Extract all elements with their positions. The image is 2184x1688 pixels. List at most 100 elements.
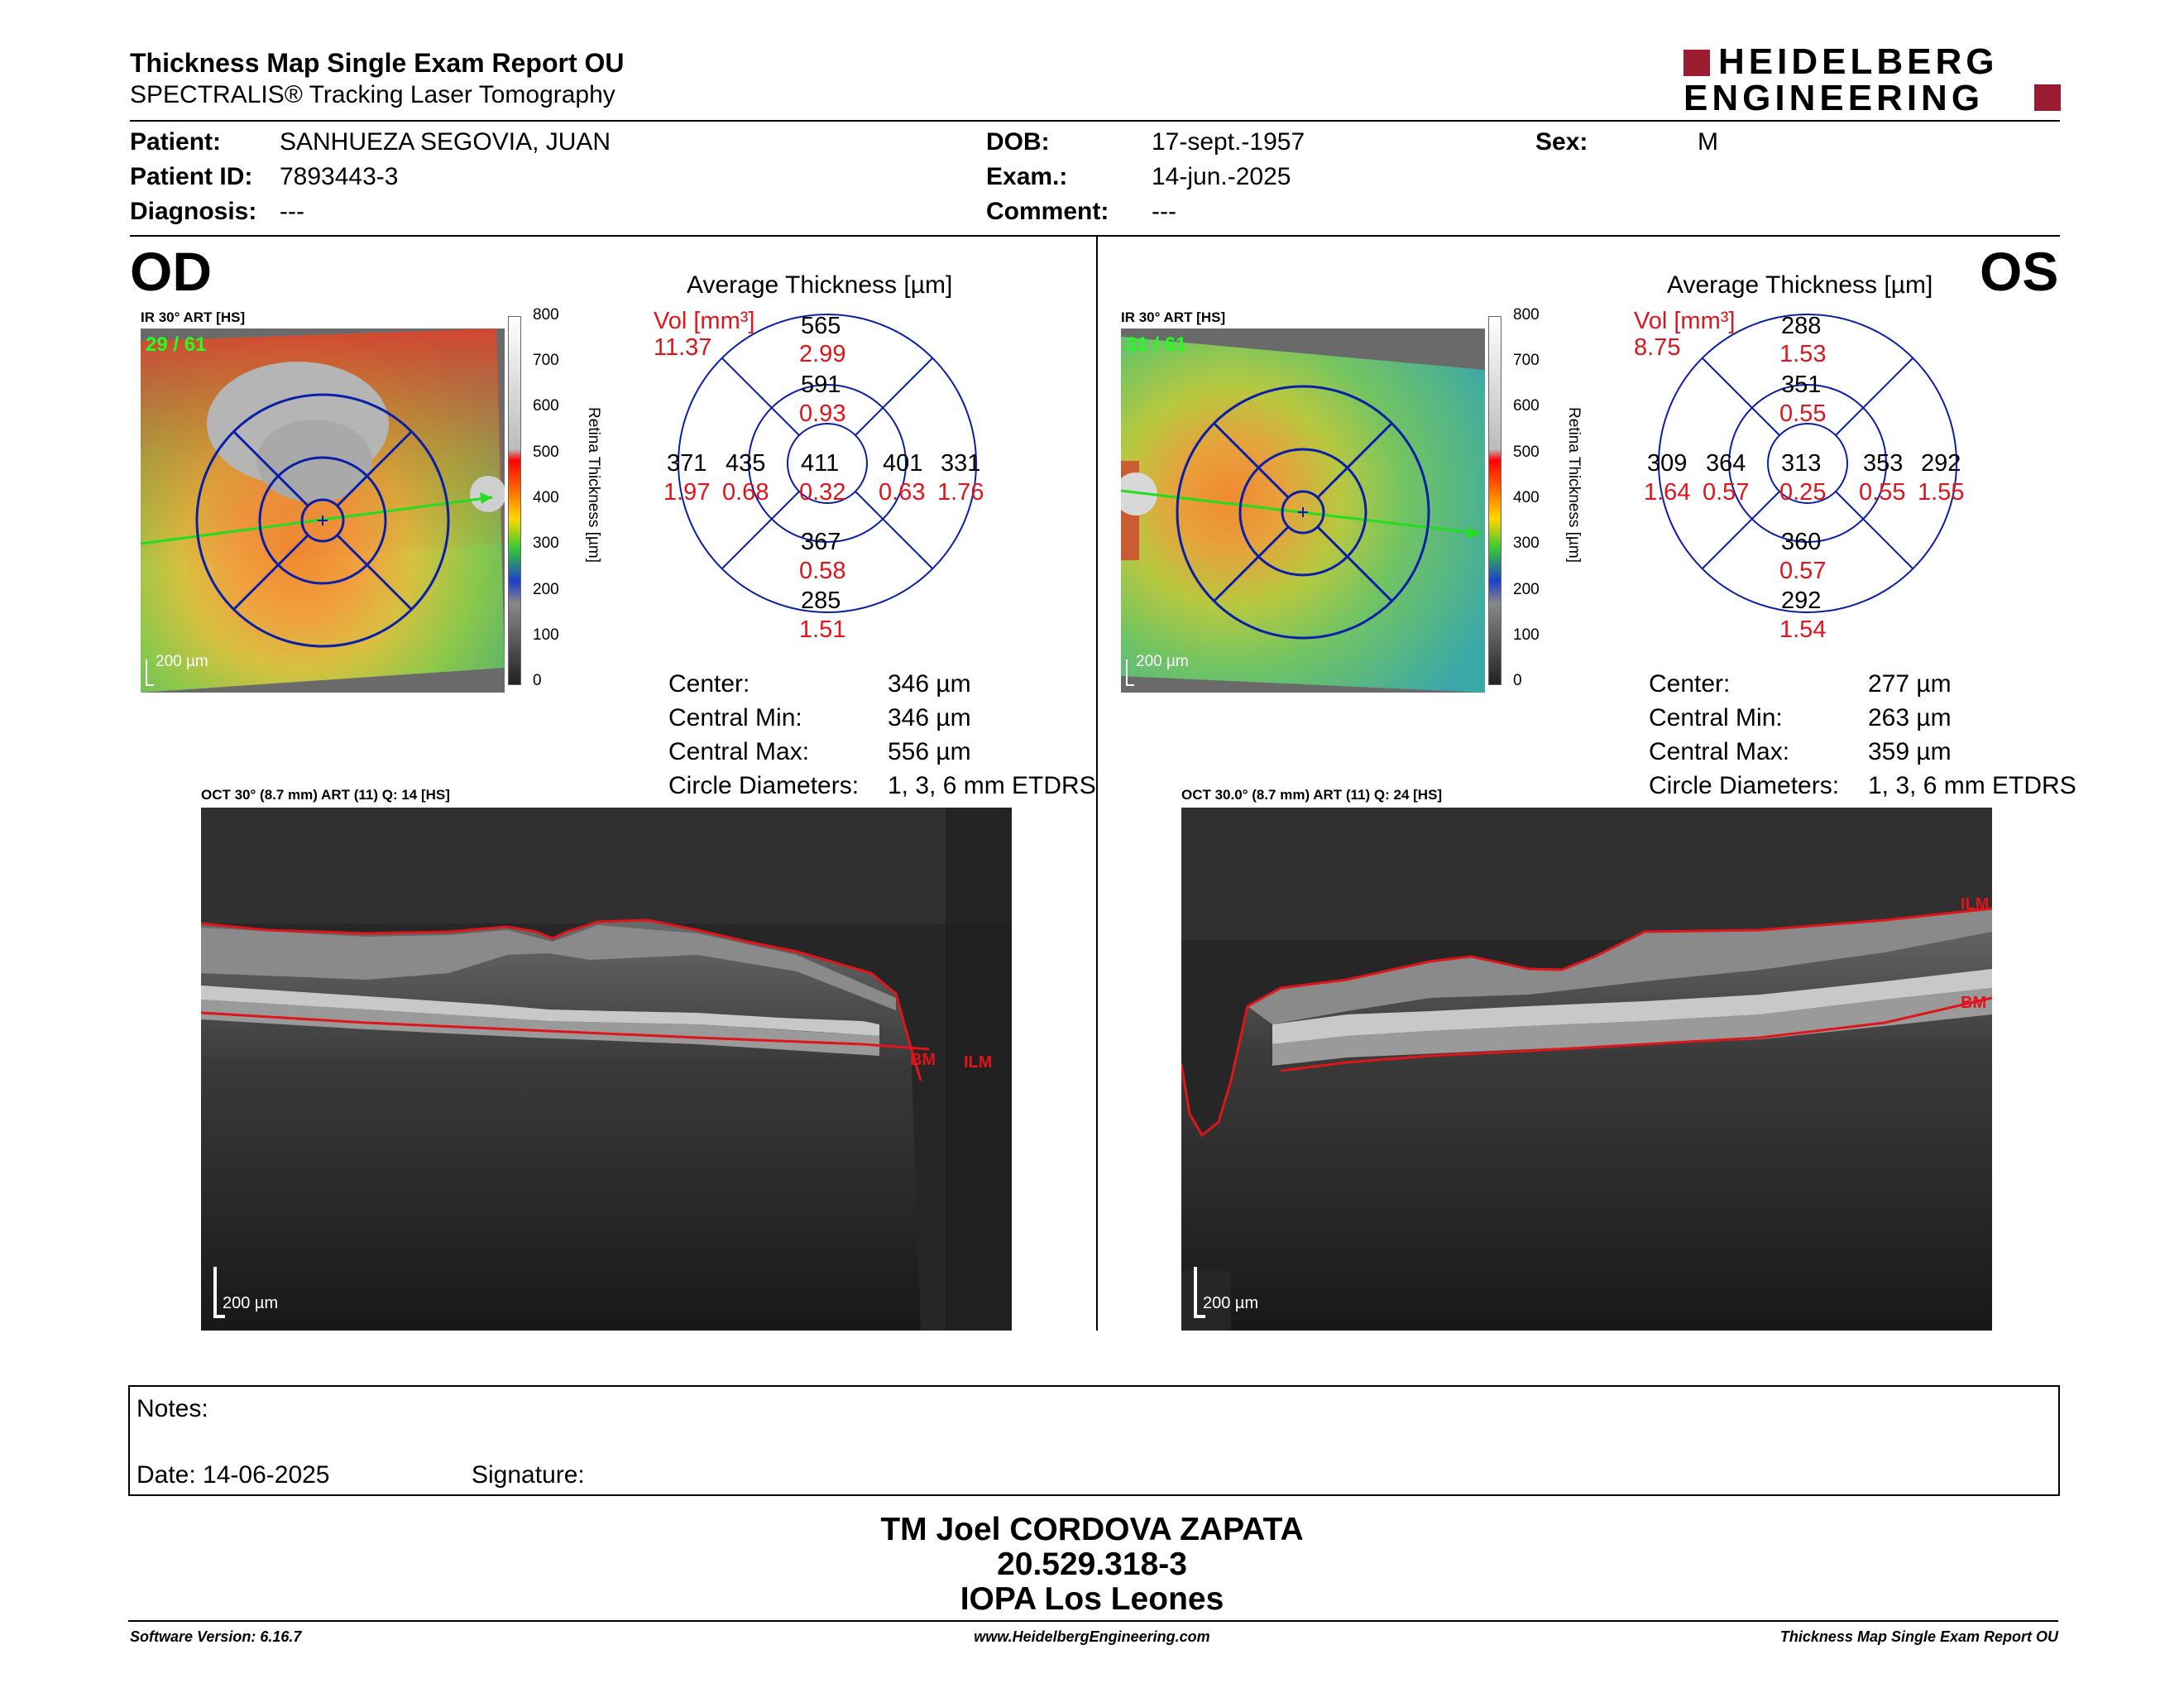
os-oct-scale-bar [1194, 1267, 1197, 1318]
od-oct-caption: OCT 30° (8.7 mm) ART (11) Q: 14 [HS] [201, 787, 450, 803]
os-outer-inf-volume: 1.54 [1779, 616, 1827, 643]
os-diam-label: Circle Diameters: [1649, 772, 1840, 799]
os-ir-scale: 200 µm [1136, 653, 1189, 670]
od-inner-right-volume: 0.63 [879, 479, 926, 506]
comment-value: --- [1152, 198, 1176, 225]
od-outer-left-thickness: 371 [667, 450, 707, 477]
patient-name: SANHUEZA SEGOVIA, JUAN [280, 128, 611, 156]
os-inner-sup-thickness: 351 [1781, 372, 1822, 398]
os-center-volume: 0.25 [1779, 479, 1827, 506]
os-frame-counter: 31 / 61 [1126, 333, 1187, 356]
od-inner-inf-volume: 0.58 [799, 558, 846, 584]
od-ilm-label: ILM [964, 1053, 993, 1072]
os-inner-inf-thickness: 360 [1781, 529, 1822, 555]
os-inner-left-volume: 0.57 [1703, 479, 1750, 506]
signer-institution: IOPA Los Leones [960, 1581, 1224, 1617]
od-avg-title: Average Thickness [µm] [687, 271, 953, 299]
patient-label: Patient: [130, 128, 222, 156]
os-oct-bscan: ILM BM 200 µm [1181, 808, 1992, 1331]
os-center-label: Center: [1649, 670, 1731, 698]
exam-value: 14-jun.-2025 [1152, 163, 1291, 190]
os-ilm-label: ILM [1961, 895, 1990, 914]
od-bm-label: BM [910, 1051, 936, 1069]
os-eye-label: OS [1980, 241, 2059, 302]
os-vol-value: 8.75 [1634, 334, 1681, 361]
od-vol-label: Vol [mm³] [654, 308, 755, 334]
od-inner-sup-thickness: 591 [801, 372, 841, 398]
exam-label: Exam.: [986, 163, 1068, 190]
od-inner-right-thickness: 401 [883, 450, 923, 477]
patient-id-label: Patient ID: [130, 163, 253, 190]
os-ir-scale-bar [1126, 659, 1134, 686]
od-ir-caption: IR 30° ART [HS] [141, 309, 246, 325]
od-center-volume: 0.32 [799, 479, 846, 506]
os-bm-label: BM [1961, 994, 1987, 1012]
notes-label: Notes: [136, 1395, 208, 1422]
od-center-label: Center: [668, 670, 750, 698]
od-inner-sup-volume: 0.93 [799, 400, 846, 427]
os-ir-caption: IR 30° ART [HS] [1121, 309, 1226, 325]
os-center-value: 277 µm [1868, 670, 1952, 698]
os-outer-right-thickness: 292 [1921, 450, 1961, 477]
od-min-label: Central Min: [668, 704, 802, 731]
od-max-value: 556 µm [888, 738, 971, 765]
od-oct-scale-bar [213, 1267, 217, 1318]
od-ir-scale-bar [146, 659, 154, 686]
diagnosis-value: --- [280, 198, 304, 225]
od-colorbar: 800 700 600 500 400 300 200 100 0 Retina… [508, 306, 632, 689]
sex-value: M [1698, 128, 1718, 156]
os-outer-left-thickness: 309 [1647, 450, 1688, 477]
os-ir-thickness-map: 31 / 61 200 µm [1121, 328, 1485, 693]
os-inner-inf-volume: 0.57 [1779, 558, 1827, 584]
od-outer-inf-thickness: 285 [801, 587, 841, 614]
od-etdrs-grid [654, 306, 1001, 654]
od-outer-inf-volume: 1.51 [799, 616, 846, 643]
od-oct-bscan: BM ILM 200 µm [201, 808, 1012, 1331]
od-inner-inf-thickness: 367 [801, 529, 841, 555]
footer-website: www.HeidelbergEngineering.com [974, 1628, 1210, 1645]
os-min-value: 263 µm [1868, 704, 1952, 731]
os-outer-inf-thickness: 292 [1781, 587, 1822, 614]
od-outer-sup-thickness: 565 [801, 313, 841, 339]
os-etdrs-grid [1634, 306, 1981, 654]
od-inner-left-thickness: 435 [726, 450, 766, 477]
os-outer-sup-volume: 1.53 [1779, 341, 1827, 367]
os-oct-caption: OCT 30.0° (8.7 mm) ART (11) Q: 24 [HS] [1181, 787, 1443, 803]
od-outer-right-volume: 1.76 [937, 479, 984, 506]
sex-label: Sex: [1535, 128, 1588, 156]
os-center-thickness: 313 [1781, 450, 1822, 477]
od-max-label: Central Max: [668, 738, 810, 765]
eye-divider [1096, 237, 1098, 1331]
heidelberg-logo: HEIDELBERG ENGINEERING [1684, 43, 2064, 117]
os-inner-sup-volume: 0.55 [1779, 400, 1827, 427]
od-ir-thickness-map: 29 / 61 200 µm [141, 328, 505, 693]
od-inner-left-volume: 0.68 [722, 479, 769, 506]
footer-software: Software Version: 6.16.7 [130, 1628, 302, 1645]
dob-value: 17-sept.-1957 [1152, 128, 1305, 156]
os-outer-left-volume: 1.64 [1644, 479, 1691, 506]
os-max-label: Central Max: [1649, 738, 1790, 765]
od-center-value: 346 µm [888, 670, 971, 698]
dob-label: DOB: [986, 128, 1050, 156]
os-inner-right-thickness: 353 [1863, 450, 1904, 477]
signer-block: TM Joel CORDOVA ZAPATA 20.529.318-3 IOPA… [0, 1513, 2184, 1617]
diagnosis-label: Diagnosis: [130, 198, 257, 225]
od-frame-counter: 29 / 61 [146, 333, 207, 356]
od-outer-sup-volume: 2.99 [799, 341, 846, 367]
od-oct-scale: 200 µm [223, 1294, 279, 1312]
od-eye-label: OD [130, 241, 212, 302]
signer-rut: 20.529.318-3 [997, 1547, 1187, 1582]
os-inner-right-volume: 0.55 [1859, 479, 1906, 506]
od-vol-value: 11.37 [654, 334, 712, 361]
od-colorbar-label: Retina Thickness [µm] [585, 407, 602, 563]
notes-box: Notes: Date: 14-06-2025 Signature: [128, 1385, 2060, 1496]
od-diam-value: 1, 3, 6 mm ETDRS [888, 772, 1096, 799]
patient-id: 7893443-3 [280, 163, 399, 190]
os-outer-right-volume: 1.55 [1918, 479, 1965, 506]
signer-name: TM Joel CORDOVA ZAPATA [880, 1512, 1304, 1547]
report-subtitle: SPECTRALIS® Tracking Laser Tomography [130, 81, 615, 108]
notes-date: Date: 14-06-2025 [136, 1461, 330, 1489]
os-outer-sup-thickness: 288 [1781, 313, 1822, 339]
od-ir-scale: 200 µm [156, 653, 208, 670]
od-etdrs-overlay [141, 393, 493, 648]
